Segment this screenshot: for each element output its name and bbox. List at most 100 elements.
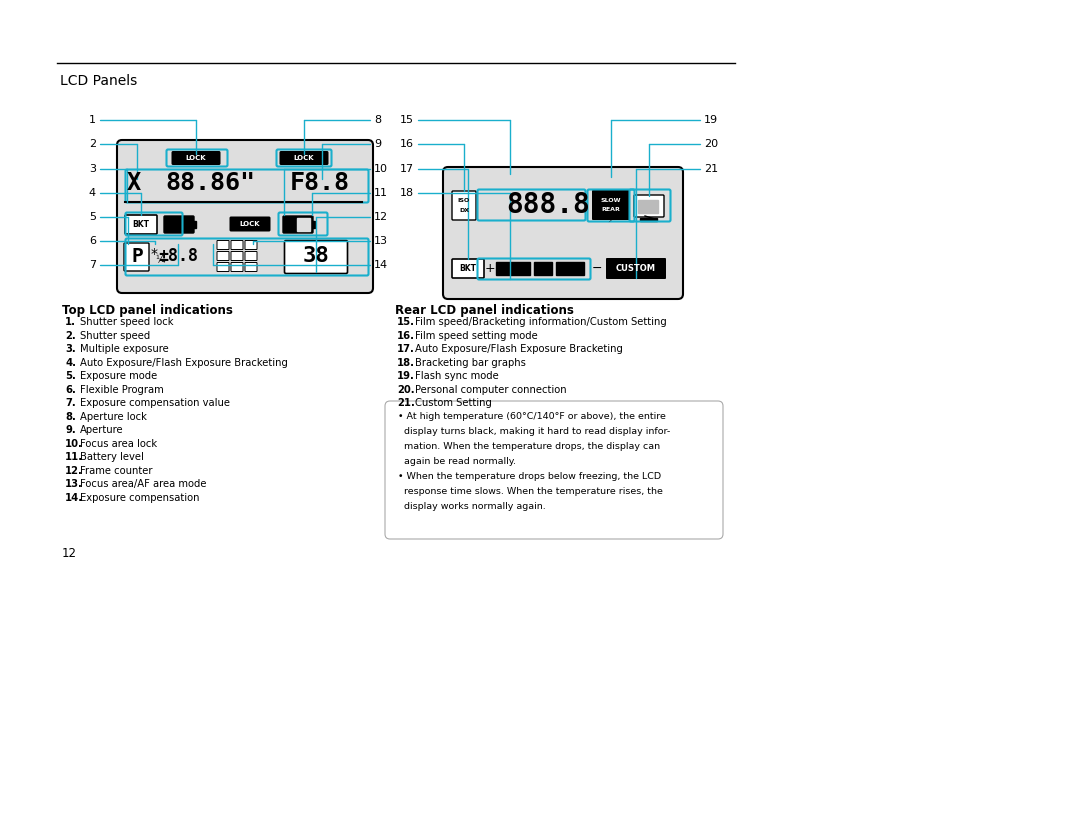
Text: +: + bbox=[485, 262, 496, 274]
Text: Flash sync mode: Flash sync mode bbox=[415, 371, 499, 381]
FancyBboxPatch shape bbox=[245, 263, 257, 272]
Text: 21: 21 bbox=[704, 164, 718, 174]
Text: 7.: 7. bbox=[65, 398, 76, 408]
Text: −: − bbox=[592, 262, 603, 274]
Text: Aperture lock: Aperture lock bbox=[80, 411, 147, 421]
Text: 10: 10 bbox=[374, 164, 388, 174]
Text: 9: 9 bbox=[374, 139, 381, 149]
FancyBboxPatch shape bbox=[117, 140, 373, 293]
Text: CUSTOM: CUSTOM bbox=[616, 264, 656, 273]
FancyBboxPatch shape bbox=[245, 240, 257, 249]
FancyBboxPatch shape bbox=[124, 243, 149, 271]
Text: 12.: 12. bbox=[65, 465, 83, 475]
Text: Auto Exposure/Flash Exposure Bracketing: Auto Exposure/Flash Exposure Bracketing bbox=[80, 358, 288, 368]
Text: 12: 12 bbox=[374, 212, 388, 222]
Text: 20.: 20. bbox=[397, 384, 415, 394]
Text: Exposure compensation: Exposure compensation bbox=[80, 493, 200, 503]
Text: 1: 1 bbox=[89, 115, 96, 125]
FancyBboxPatch shape bbox=[217, 263, 229, 272]
FancyBboxPatch shape bbox=[634, 195, 664, 217]
Bar bbox=[640, 218, 657, 221]
Text: 3: 3 bbox=[89, 164, 96, 174]
Text: ¼: ¼ bbox=[156, 255, 165, 265]
Text: 16.: 16. bbox=[397, 330, 415, 340]
Text: 18.: 18. bbox=[397, 358, 415, 368]
Text: LOCK: LOCK bbox=[294, 155, 314, 161]
Text: LCD Panels: LCD Panels bbox=[60, 74, 137, 88]
Text: 9.: 9. bbox=[65, 425, 76, 435]
FancyBboxPatch shape bbox=[231, 263, 243, 272]
FancyBboxPatch shape bbox=[592, 190, 630, 220]
Text: Shutter speed: Shutter speed bbox=[80, 330, 150, 340]
Text: Top LCD panel indications: Top LCD panel indications bbox=[62, 304, 233, 317]
Text: 11.: 11. bbox=[65, 452, 83, 462]
FancyBboxPatch shape bbox=[231, 252, 243, 260]
Text: 6.: 6. bbox=[65, 384, 76, 394]
Text: 17.: 17. bbox=[397, 344, 415, 354]
Text: ⚡: ⚡ bbox=[608, 214, 615, 224]
Text: 888.8: 888.8 bbox=[507, 191, 590, 219]
Text: 2: 2 bbox=[89, 139, 96, 149]
FancyBboxPatch shape bbox=[284, 240, 348, 274]
Bar bbox=[312, 221, 315, 228]
FancyBboxPatch shape bbox=[164, 216, 194, 233]
FancyBboxPatch shape bbox=[231, 240, 243, 249]
Text: 2.: 2. bbox=[65, 330, 76, 340]
Text: Aperture: Aperture bbox=[80, 425, 123, 435]
FancyBboxPatch shape bbox=[229, 217, 270, 232]
Text: 6: 6 bbox=[89, 236, 96, 246]
Text: response time slows. When the temperature rises, the: response time slows. When the temperatur… bbox=[399, 487, 663, 496]
Text: 11: 11 bbox=[374, 188, 388, 198]
Text: 10.: 10. bbox=[65, 439, 83, 449]
Text: 19.: 19. bbox=[397, 371, 415, 381]
Text: Frame counter: Frame counter bbox=[80, 465, 152, 475]
Text: 8.: 8. bbox=[65, 411, 76, 421]
Text: again be read normally.: again be read normally. bbox=[399, 457, 516, 466]
Bar bbox=[193, 221, 195, 228]
FancyBboxPatch shape bbox=[453, 259, 484, 278]
Text: mation. When the temperature drops, the display can: mation. When the temperature drops, the … bbox=[399, 442, 660, 451]
FancyBboxPatch shape bbox=[125, 215, 157, 234]
FancyBboxPatch shape bbox=[280, 151, 328, 165]
Text: 5: 5 bbox=[89, 212, 96, 222]
Text: ISO: ISO bbox=[458, 198, 470, 203]
Text: 7: 7 bbox=[89, 260, 96, 270]
Text: Battery level: Battery level bbox=[80, 452, 144, 462]
Text: LOCK: LOCK bbox=[186, 155, 206, 161]
Text: F8.8: F8.8 bbox=[291, 171, 350, 195]
Text: 4: 4 bbox=[89, 188, 96, 198]
Text: Film speed setting mode: Film speed setting mode bbox=[415, 330, 538, 340]
Text: Custom Setting: Custom Setting bbox=[415, 398, 491, 408]
Bar bbox=[534, 262, 552, 275]
Bar bbox=[297, 218, 310, 231]
Text: Rear LCD panel indications: Rear LCD panel indications bbox=[395, 304, 573, 317]
Text: 3.: 3. bbox=[65, 344, 76, 354]
Text: SLOW: SLOW bbox=[600, 198, 621, 203]
Text: Flexible Program: Flexible Program bbox=[80, 384, 164, 394]
Text: 5.: 5. bbox=[65, 371, 76, 381]
Text: P: P bbox=[131, 247, 143, 265]
Text: 38: 38 bbox=[302, 246, 329, 266]
Text: ±8.8: ±8.8 bbox=[158, 247, 198, 265]
FancyBboxPatch shape bbox=[172, 151, 220, 165]
FancyBboxPatch shape bbox=[217, 240, 229, 249]
Text: 14: 14 bbox=[374, 260, 388, 270]
Text: 13.: 13. bbox=[65, 479, 83, 489]
FancyBboxPatch shape bbox=[453, 191, 476, 220]
Text: X: X bbox=[126, 171, 141, 195]
Text: Auto Exposure/Flash Exposure Bracketing: Auto Exposure/Flash Exposure Bracketing bbox=[415, 344, 623, 354]
Text: 21.: 21. bbox=[397, 398, 415, 408]
Text: Exposure mode: Exposure mode bbox=[80, 371, 158, 381]
Text: 18: 18 bbox=[400, 188, 414, 198]
Text: 20: 20 bbox=[704, 139, 718, 149]
Text: BKT: BKT bbox=[459, 264, 476, 273]
Text: 14.: 14. bbox=[65, 493, 83, 503]
Bar bbox=[556, 262, 584, 275]
FancyBboxPatch shape bbox=[245, 252, 257, 260]
Text: 4.: 4. bbox=[65, 358, 76, 368]
Bar bbox=[496, 262, 530, 275]
Text: 19: 19 bbox=[704, 115, 718, 125]
Text: Focus area lock: Focus area lock bbox=[80, 439, 157, 449]
Text: REAR: REAR bbox=[602, 207, 620, 212]
Text: display works normally again.: display works normally again. bbox=[399, 502, 545, 511]
